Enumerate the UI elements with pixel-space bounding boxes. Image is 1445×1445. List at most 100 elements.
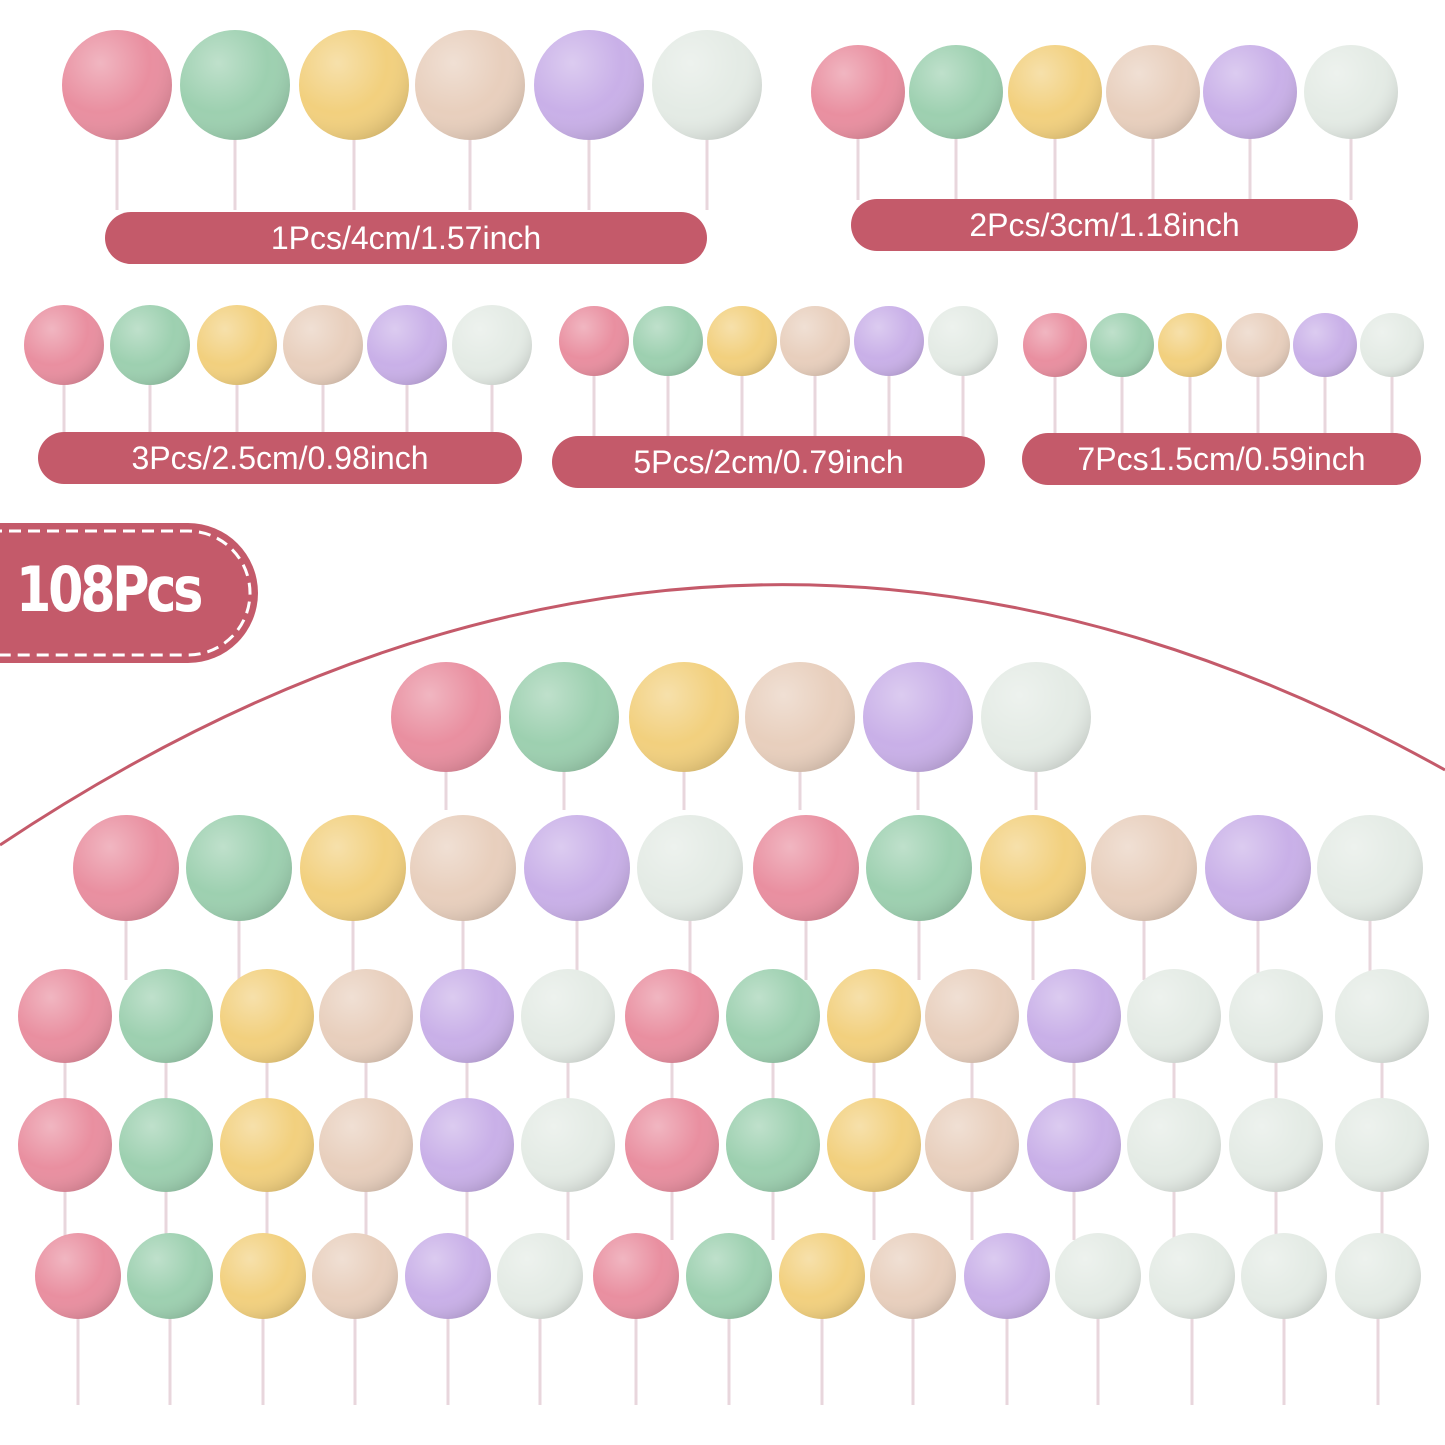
ball-shading <box>1293 313 1357 377</box>
ball-shading <box>1149 1233 1235 1319</box>
count-badge-shape <box>0 523 258 663</box>
ball-shading <box>863 662 973 772</box>
ball-shading <box>1091 815 1197 921</box>
ball-shading <box>220 1098 314 1192</box>
ball-shading <box>981 662 1091 772</box>
size-label-4cm: 1Pcs/4cm/1.57inch <box>105 212 707 264</box>
ball-shading <box>452 305 532 385</box>
ball-shading <box>625 1098 719 1192</box>
size-label-1-5cm: 7Pcs1.5cm/0.59inch <box>1022 433 1421 485</box>
ball-shading <box>827 969 921 1063</box>
ball-shading <box>391 662 501 772</box>
ball-shading <box>1229 969 1323 1063</box>
ball-shading <box>1127 1098 1221 1192</box>
ball-shading <box>686 1233 772 1319</box>
ball-shading <box>299 30 409 140</box>
ball-shading <box>854 306 924 376</box>
ball-shading <box>18 1098 112 1192</box>
ball-shading <box>811 45 905 139</box>
ball-shading <box>73 815 179 921</box>
size-label-2-5cm: 3Pcs/2.5cm/0.98inch <box>38 432 522 484</box>
ball-shading <box>1226 313 1290 377</box>
ball-shading <box>415 30 525 140</box>
ball-shading <box>827 1098 921 1192</box>
ball-shading <box>1023 313 1087 377</box>
ball-shading <box>319 1098 413 1192</box>
ball-shading <box>1158 313 1222 377</box>
ball-shading <box>62 30 172 140</box>
ball-shading <box>980 815 1086 921</box>
ball-shading <box>928 306 998 376</box>
ball-shading <box>1027 969 1121 1063</box>
ball-shading <box>1205 815 1311 921</box>
ball-shading <box>367 305 447 385</box>
ball-shading <box>410 815 516 921</box>
ball-shading <box>420 969 514 1063</box>
ball-shading <box>24 305 104 385</box>
ball-shading <box>870 1233 956 1319</box>
ball-shading <box>312 1233 398 1319</box>
ball-shading <box>319 969 413 1063</box>
ball-shading <box>1335 1233 1421 1319</box>
ball-shading <box>521 1098 615 1192</box>
decorative-arc <box>0 583 1445 847</box>
ball-shading <box>1027 1098 1121 1192</box>
ball-shading <box>420 1098 514 1192</box>
ball-shading <box>726 1098 820 1192</box>
ball-shading <box>726 969 820 1063</box>
ball-shading <box>497 1233 583 1319</box>
ball-shading <box>509 662 619 772</box>
ball-shading <box>300 815 406 921</box>
ball-shading <box>909 45 1003 139</box>
ball-shading <box>110 305 190 385</box>
ball-shading <box>119 969 213 1063</box>
ball-shading <box>220 1233 306 1319</box>
ball-shading <box>964 1233 1050 1319</box>
ball-shading <box>283 305 363 385</box>
ball-shading <box>405 1233 491 1319</box>
ball-shading <box>180 30 290 140</box>
ball-shading <box>1055 1233 1141 1319</box>
ball-shading <box>35 1233 121 1319</box>
ball-shading <box>925 969 1019 1063</box>
ball-shading <box>1335 969 1429 1063</box>
ball-shading <box>753 815 859 921</box>
size-label-3cm: 2Pcs/3cm/1.18inch <box>851 199 1358 251</box>
ball-shading <box>18 969 112 1063</box>
ball-shading <box>119 1098 213 1192</box>
size-label-2cm: 5Pcs/2cm/0.79inch <box>552 436 985 488</box>
ball-shading <box>637 815 743 921</box>
ball-shading <box>559 306 629 376</box>
ball-shading <box>745 662 855 772</box>
count-badge-text: 108Pcs <box>16 553 203 626</box>
count-badge-stitch <box>0 529 252 657</box>
ball-shading <box>593 1233 679 1319</box>
ball-shading <box>524 815 630 921</box>
ball-shading <box>1241 1233 1327 1319</box>
ball-shading <box>866 815 972 921</box>
ball-shading <box>1229 1098 1323 1192</box>
ball-shading <box>780 306 850 376</box>
ball-shading <box>1127 969 1221 1063</box>
ball-shading <box>127 1233 213 1319</box>
ball-shading <box>1317 815 1423 921</box>
ball-shading <box>625 969 719 1063</box>
ball-shading <box>1090 313 1154 377</box>
ball-shading <box>779 1233 865 1319</box>
ball-shading <box>1106 45 1200 139</box>
ball-shading <box>220 969 314 1063</box>
ball-shading <box>1203 45 1297 139</box>
ball-shading <box>707 306 777 376</box>
ball-shading <box>534 30 644 140</box>
ball-shading <box>633 306 703 376</box>
ball-shading <box>629 662 739 772</box>
ball-shading <box>1335 1098 1429 1192</box>
ball-shading <box>925 1098 1019 1192</box>
ball-shading <box>197 305 277 385</box>
ball-shading <box>1304 45 1398 139</box>
ball-shading <box>186 815 292 921</box>
ball-shading <box>1360 313 1424 377</box>
ball-shading <box>521 969 615 1063</box>
ball-shading <box>652 30 762 140</box>
